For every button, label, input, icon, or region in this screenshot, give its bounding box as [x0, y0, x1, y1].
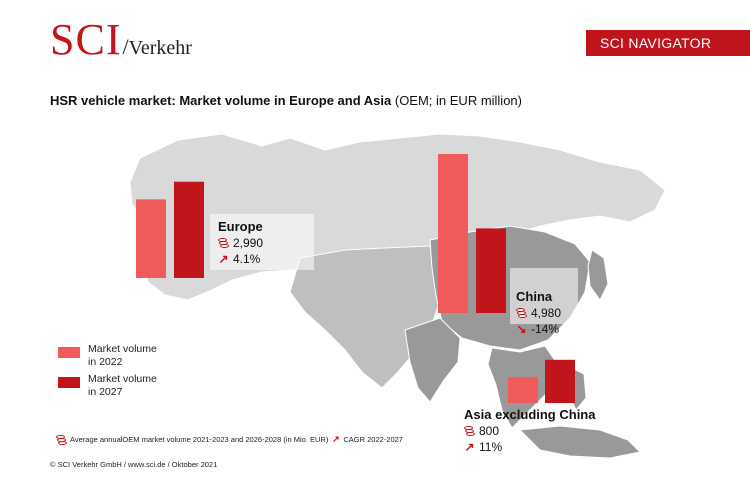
europe-volume-value: 2,990: [233, 236, 264, 250]
coins-icon: [218, 238, 229, 248]
europe-cagr-value: 4.1%: [233, 252, 261, 266]
bar-europe-2027: [174, 181, 204, 278]
footnote-volume-text: Average annualOEM market volume 2021-202…: [70, 435, 329, 444]
asia-ex-china-cagr-value: 11%: [479, 440, 503, 454]
map-region-japan: [587, 249, 609, 301]
legend-item-2022: Market volume in 2022: [58, 343, 157, 369]
bar-asia-ex-china-2022: [508, 377, 538, 403]
trend-up-arrow-icon: ↗: [464, 440, 475, 454]
china-cagr-value: -14%: [531, 322, 560, 336]
chart-title: HSR vehicle market: Market volume in Eur…: [50, 93, 522, 108]
coins-icon: [56, 434, 67, 445]
bar-europe-2022: [136, 199, 166, 278]
map-region-central-asia: [289, 245, 446, 389]
logo-sub-text: Verkehr: [128, 37, 192, 59]
bar-series-group: [136, 154, 575, 403]
legend-2022-line2: in 2022: [88, 356, 123, 368]
asia-ex-china-label: Asia excluding China 800 ↗ 11%: [464, 407, 595, 455]
europe-region-name: Europe: [218, 219, 263, 234]
legend-swatch-2027: [58, 377, 80, 388]
legend-item-2027: Market volume in 2027: [58, 373, 157, 399]
map-region-india: [404, 317, 461, 403]
china-volume-value: 4,980: [531, 306, 562, 320]
china-label: China 4,980 ↘ -14%: [516, 289, 561, 337]
china-region-name: China: [516, 289, 553, 304]
europe-label: Europe 2,990 ↗ 4.1%: [218, 219, 263, 267]
chart-title-unit: (OEM; in EUR million): [391, 93, 522, 108]
copyright-text: © SCI Verkehr GmbH / www.sci.de / Oktobe…: [50, 460, 218, 469]
chart-title-bold: HSR vehicle market: Market volume in Eur…: [50, 93, 392, 108]
asia-ex-china-region-name: Asia excluding China: [464, 407, 596, 422]
legend-swatch-2022: [58, 347, 80, 358]
trend-down-arrow-icon: ↘: [516, 322, 527, 336]
map-region-indonesia: [518, 425, 642, 459]
sci-navigator-badge: SCI NAVIGATOR: [586, 30, 750, 56]
logo-main-text: SCI: [50, 15, 122, 64]
logo-slash: /: [122, 34, 129, 59]
coins-icon: [516, 308, 527, 318]
bar-china-2027: [476, 228, 506, 313]
bar-asia-ex-china-2027: [545, 359, 575, 403]
trend-up-arrow-icon: ↗: [332, 434, 340, 444]
asia-ex-china-volume-value: 800: [479, 424, 500, 438]
bar-china-2022: [438, 154, 468, 313]
sci-verkehr-logo: SCI / Verkehr: [50, 18, 192, 62]
footnote: Average annualOEM market volume 2021-202…: [56, 434, 403, 445]
trend-up-arrow-icon: ↗: [218, 252, 229, 266]
legend-2022-line1: Market volume: [88, 343, 157, 355]
legend-2027-line2: in 2027: [88, 386, 123, 398]
legend-2027-line1: Market volume: [88, 373, 157, 385]
footnote-cagr-text: CAGR 2022-2027: [343, 435, 403, 444]
coins-icon: [464, 426, 475, 436]
